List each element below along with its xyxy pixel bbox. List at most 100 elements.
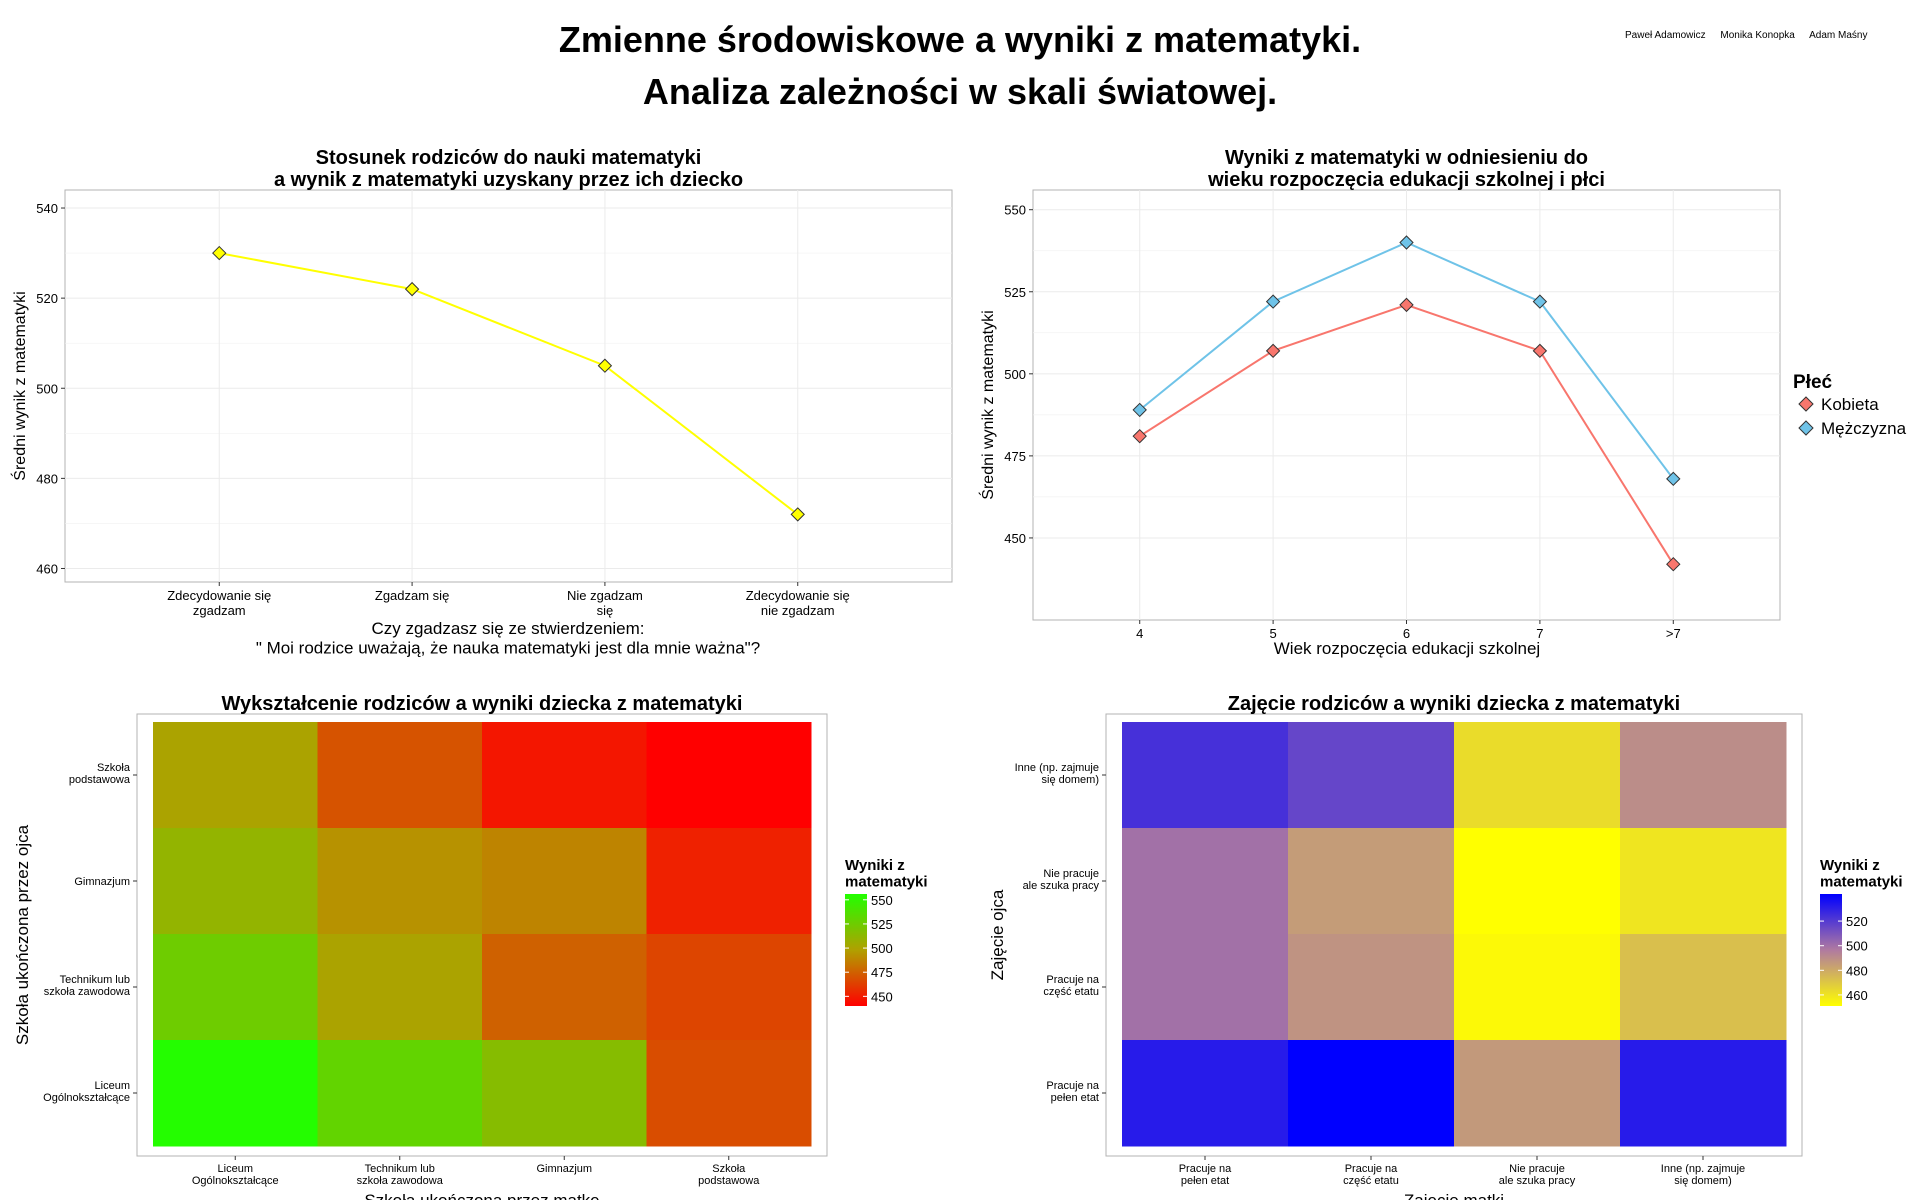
page-title-line-2: Analiza zależności w skali światowej. [642,71,1278,112]
heatmap-cell [1288,828,1455,935]
y-axis-title: Średni wynik z matematyki [10,291,29,480]
legend-tick-label: 450 [871,989,893,1004]
legend-title: Wyniki z matematyki [845,857,928,891]
x-axis-title: Szkoła ukończona przez matkę [364,1191,599,1200]
legend-tick-label: 480 [1846,963,1868,978]
legend-tick-label: 475 [871,965,893,980]
y-tick-label: 450 [1004,531,1026,546]
y-tick-label: Szkoła podstawowa [69,762,131,786]
legend-title: Płeć [1793,372,1833,393]
legend-label: Kobieta [1821,395,1879,414]
legend-key [1798,420,1814,436]
author-name: Adam Maśny [1809,30,1868,41]
legend-tick-label: 500 [1846,939,1868,954]
chart-title: Wykształcenie rodziców a wyniki dziecka … [222,693,743,715]
page-title: Zmienne środowiskowe a wyniki z matematy… [0,14,1920,118]
heatmap-cell [153,828,318,935]
x-tick-label: 5 [1269,626,1276,641]
x-axis-title: Wiek rozpoczęcia edukacji szkolnej [1274,639,1540,658]
y-axis-title: Średni wynik z matematyki [978,310,997,499]
x-tick-label: Inne (np. zajmuje się domem) [1661,1163,1745,1187]
heatmap-cell [646,828,812,935]
chart-title: Zajęcie rodziców a wyniki dziecka z mate… [1228,693,1680,715]
x-tick-label: 4 [1136,626,1143,641]
data-point [1265,294,1281,309]
heatmap-cell [1288,1040,1455,1147]
heatmap-cell [1454,1040,1621,1147]
legend-tick-label: 520 [1846,914,1868,929]
x-tick-label: Liceum Ogólnokształcące [192,1163,279,1187]
heatmap-cell [317,934,483,1041]
heatmap-cell [646,1040,812,1147]
data-point [597,358,613,373]
data-point [1399,297,1414,313]
heatmap-cell [482,722,647,829]
data-point [1132,402,1147,418]
heatmap-cell [1620,828,1787,935]
x-tick-label: >7 [1666,626,1681,641]
heatmap-cell [482,1040,647,1147]
y-tick-label: Gimnazjum [74,876,130,888]
y-tick-label: Liceum Ogólnokształcące [43,1080,130,1104]
legend-tick-label: 460 [1846,988,1868,1003]
heatmap-cell [317,722,483,829]
chart-title: Stosunek rodziców do nauki matematyki a w… [274,147,743,191]
y-tick-label: Nie pracuje ale szuka pracy [1023,868,1100,892]
x-tick-label: Nie zgadzam się [567,588,643,618]
heatmap-cell [1122,1040,1289,1147]
data-point [1532,343,1548,359]
heatmap-cell [1620,1040,1787,1147]
heatmap-cell [1454,934,1621,1041]
plot-panel [64,189,953,583]
legend-title: Wyniki z matematyki [1820,857,1903,891]
legend-tick-label: 550 [871,893,893,908]
author-list: Paweł Adamowicz Monika Konopka Adam Maśn… [1625,30,1879,41]
x-tick-label: 7 [1536,626,1543,641]
heatmap-cell [1454,828,1621,935]
data-point [1265,343,1281,359]
page-title-line-1: Zmienne środowiskowe a wyniki z matematy… [558,19,1362,60]
heatmap-cell [482,828,647,935]
x-tick-label: Nie pracuje ale szuka pracy [1499,1163,1576,1187]
data-point [790,507,805,522]
x-tick-label: Zdecydowanie się nie zgadzam [746,588,850,618]
heatmap-cell [646,722,812,829]
y-axis-title: Zajęcie ojca [988,889,1007,980]
heatmap-cell [1620,934,1787,1041]
heatmap-cell [317,828,483,935]
y-tick-label: 500 [36,381,58,396]
heatmap-cell [1122,934,1289,1041]
data-point [212,245,227,261]
x-tick-label: Pracuje na część etatu [1343,1163,1399,1187]
heatmap-cell [482,934,647,1041]
data-point [1666,556,1681,572]
heatmap-cell [646,934,812,1041]
heatmap-cell [153,934,318,1041]
x-tick-label: Zgadzam się [375,588,449,603]
legend-label: Mężczyzna [1821,419,1907,438]
y-tick-label: Pracuje na część etatu [1043,974,1100,998]
y-tick-label: 460 [36,561,58,576]
data-point [1399,235,1414,250]
y-tick-label: 525 [1004,285,1026,300]
y-axis-title: Szkoła ukończona przez ojca [13,824,32,1045]
legend-colorbar [1820,894,1842,1006]
series-line [219,252,799,516]
x-axis-title: Zajęcie matki [1404,1191,1504,1200]
heatmap-cell [317,1040,483,1147]
y-tick-label: 540 [36,201,58,216]
y-tick-label: 550 [1004,203,1026,218]
x-axis-title: Czy zgadzasz się ze stwierdzeniem: " Moi … [256,619,760,658]
data-point [1532,294,1548,309]
legend-tick-label: 525 [871,917,893,932]
data-point [404,281,420,297]
data-point [1132,428,1147,444]
y-tick-label: 500 [1004,367,1026,382]
author-name: Monika Konopka [1720,30,1795,41]
x-tick-label: Technikum lub szkoła zawodowa [357,1163,444,1187]
y-tick-label: Technikum lub szkoła zawodowa [44,974,131,998]
x-tick-label: Zdecydowanie się zgadzam [167,588,271,618]
y-tick-label: 480 [36,471,58,486]
chart-title: Wyniki z matematyki w odniesieniu do wiek… [1207,147,1605,191]
